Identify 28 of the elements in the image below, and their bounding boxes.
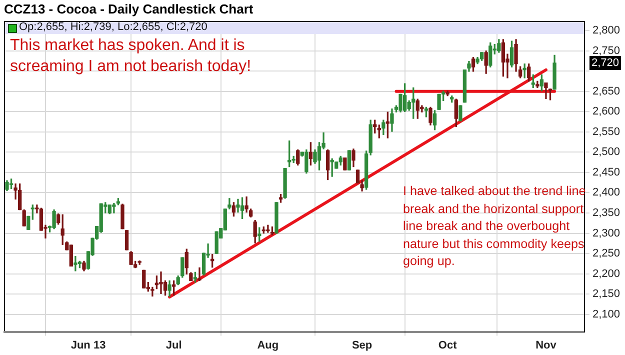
y-tick-label: 2,150 [592,288,620,300]
x-tick-label: Sep [352,339,372,352]
annotation: This market has spoken. And it is screaming I am not bearish today! [10,36,252,77]
y-tick-label: 2,550 [592,126,620,138]
y-tick-label: 2,100 [592,308,620,320]
y-tick-label: 2,800 [592,24,620,37]
y-tick-label: 2,600 [592,106,620,118]
y-tick-label: 2,200 [592,268,620,280]
y-tick-label: 2,450 [592,166,620,178]
text: 2,720 [591,56,620,69]
candlestick [198,267,202,282]
candlestick [74,256,78,272]
x-tick-label: Oct [438,339,458,352]
y-tick-label: 2,500 [592,146,620,158]
candlestick [159,271,163,294]
candlestick [266,224,270,233]
y-tick-label: 2,750 [592,44,620,57]
x-tick-label: Aug [257,339,279,352]
chart-title: CCZ13 - Cocoa - Daily Candlestick Chart [4,1,254,16]
y-tick-label: 2,300 [592,227,620,240]
annotation: Op:2,655, Hi:2,739, Lo:2,655, Cl:2,720 [19,20,208,33]
y-tick-label: 2,250 [592,248,620,260]
x-tick-label: Nov [536,339,558,352]
y-tick-label: 2,650 [592,85,620,98]
y-tick-label: 2,350 [592,207,620,220]
y-tick-label: 2,400 [592,186,620,199]
x-tick-label: Jun 13 [70,339,106,352]
x-tick-label: Jul [166,339,182,352]
